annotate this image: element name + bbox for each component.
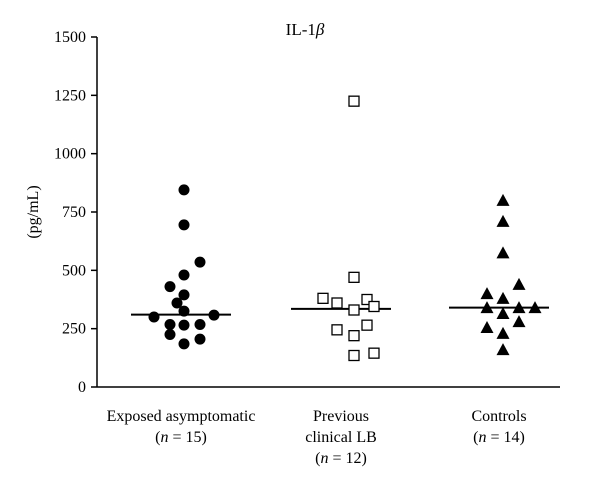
square-point xyxy=(348,271,360,283)
y-axis-label: (pg/mL) xyxy=(25,185,42,238)
circle-point xyxy=(194,318,206,330)
y-tick-label: 0 xyxy=(78,379,86,396)
triangle-point xyxy=(496,291,510,304)
circle-point xyxy=(178,219,190,231)
circle-point xyxy=(194,256,206,268)
category-labels: Exposed asymptomatic (n = 15) Previous clin… xyxy=(107,408,527,467)
triangle-point xyxy=(480,287,494,300)
circle-point xyxy=(178,338,190,350)
square-point xyxy=(368,347,380,359)
y-tick-label: 250 xyxy=(62,321,86,338)
square-point xyxy=(368,300,380,313)
triangle-point xyxy=(496,193,510,206)
square-point xyxy=(361,293,373,306)
triangle-point xyxy=(496,214,510,227)
y-ticks: 0 250 500 750 1000 1250 1500 xyxy=(54,29,97,396)
square-point xyxy=(348,349,360,362)
category-label-line: clinical LB xyxy=(305,429,377,446)
triangle-point xyxy=(480,301,494,314)
y-tick-label: 1250 xyxy=(54,87,86,104)
category-label-line: Previous xyxy=(313,408,369,425)
square-point xyxy=(348,304,360,316)
square-point xyxy=(331,324,343,336)
square-point xyxy=(317,292,329,304)
circle-point xyxy=(178,269,190,281)
square-point xyxy=(331,297,343,309)
triangle-point xyxy=(528,301,542,314)
circle-point xyxy=(148,311,160,323)
circle-point xyxy=(194,333,206,345)
triangle-point xyxy=(496,343,510,356)
circle-point xyxy=(171,297,183,309)
data-points xyxy=(148,95,542,362)
y-tick-label: 500 xyxy=(62,262,86,279)
circle-point xyxy=(178,184,190,196)
category-n-label: (n = 12) xyxy=(315,450,367,467)
y-tick-label: 1000 xyxy=(54,146,86,163)
category-n-label: (n = 14) xyxy=(473,429,525,446)
category-n-label: (n = 15) xyxy=(155,429,207,446)
triangle-point xyxy=(512,301,526,314)
category-label-line: Exposed asymptomatic xyxy=(107,408,256,425)
circle-point xyxy=(178,319,190,331)
triangle-point xyxy=(480,321,494,333)
circle-point xyxy=(164,318,176,330)
circle-point xyxy=(178,289,190,301)
y-tick-label: 750 xyxy=(62,204,86,221)
square-point xyxy=(348,95,360,107)
circle-point xyxy=(164,329,176,340)
triangle-point xyxy=(512,277,526,290)
triangle-point xyxy=(496,307,510,319)
square-point xyxy=(348,330,360,342)
circle-point xyxy=(178,305,190,317)
square-point xyxy=(361,319,373,331)
circle-point xyxy=(164,281,176,293)
chart-title: IL-1β xyxy=(286,20,325,39)
y-tick-label: 1500 xyxy=(54,29,86,46)
triangle-point xyxy=(512,315,526,328)
triangle-point xyxy=(496,246,510,259)
triangle-point xyxy=(496,326,510,339)
category-label-line: Controls xyxy=(471,408,526,425)
circle-point xyxy=(208,309,220,321)
